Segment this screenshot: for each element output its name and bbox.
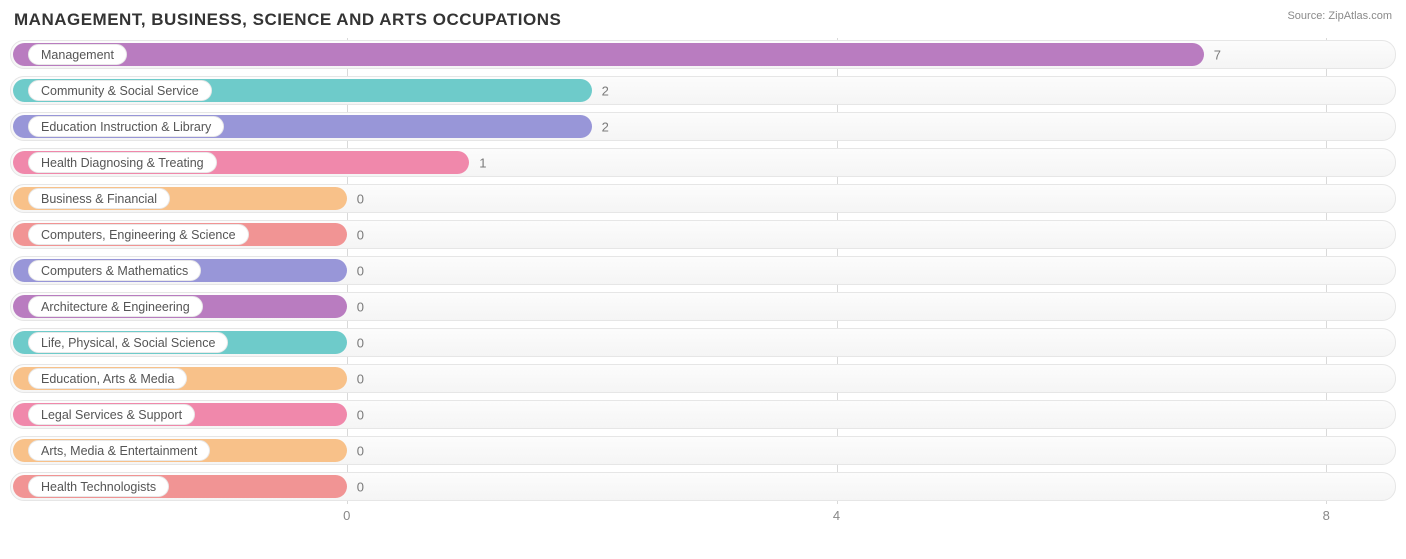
bar-row: Community & Social Service 2 [10,74,1396,107]
x-tick-label: 0 [343,508,350,523]
chart-container: MANAGEMENT, BUSINESS, SCIENCE AND ARTS O… [0,0,1406,559]
chart-title: MANAGEMENT, BUSINESS, SCIENCE AND ARTS O… [10,8,1396,38]
x-axis: 0 4 8 [10,504,1396,528]
bar-label: Health Diagnosing & Treating [28,152,217,173]
bar-row: Life, Physical, & Social Science 0 [10,326,1396,359]
bar-value: 7 [1214,47,1221,62]
bar-value: 0 [357,479,364,494]
bar-label: Business & Financial [28,188,170,209]
bar-row: Arts, Media & Entertainment 0 [10,434,1396,467]
bar-fill [13,43,1204,66]
plot-area: Management7Community & Social Service2Ed… [10,38,1396,528]
bar-value: 2 [602,119,609,134]
bar-value: 0 [357,299,364,314]
bar-label: Computers, Engineering & Science [28,224,249,245]
bar-value: 2 [602,83,609,98]
bar-row: Legal Services & Support 0 [10,398,1396,431]
source-attribution: Source: ZipAtlas.com [1287,10,1392,22]
bar-value: 0 [357,335,364,350]
bar-label: Management [28,44,127,65]
bar-row: Architecture & Engineering 0 [10,290,1396,323]
bar-label: Education, Arts & Media [28,368,187,389]
bar-label: Community & Social Service [28,80,212,101]
bar-value: 0 [357,371,364,386]
x-tick-label: 8 [1323,508,1330,523]
bar-value: 0 [357,263,364,278]
bar-row: Computers & Mathematics 0 [10,254,1396,287]
bar-value: 0 [357,191,364,206]
bar-label: Computers & Mathematics [28,260,201,281]
bar-label: Education Instruction & Library [28,116,224,137]
bar-row: Education, Arts & Media 0 [10,362,1396,395]
bar-label: Arts, Media & Entertainment [28,440,210,461]
bar-value: 0 [357,407,364,422]
bar-value: 1 [479,155,486,170]
bar-label: Life, Physical, & Social Science [28,332,228,353]
bar-row: Health Diagnosing & Treating 1 [10,146,1396,179]
x-tick-label: 4 [833,508,840,523]
bar-label: Legal Services & Support [28,404,195,425]
bar-row: Health Technologists 0 [10,470,1396,503]
bar-value: 0 [357,227,364,242]
bar-row: Education Instruction & Library 2 [10,110,1396,143]
bar-row: Computers, Engineering & Science 0 [10,218,1396,251]
bar-label: Architecture & Engineering [28,296,203,317]
bar-row: Management 7 [10,38,1396,71]
bar-row: Business & Financial 0 [10,182,1396,215]
bar-value: 0 [357,443,364,458]
bar-label: Health Technologists [28,476,169,497]
